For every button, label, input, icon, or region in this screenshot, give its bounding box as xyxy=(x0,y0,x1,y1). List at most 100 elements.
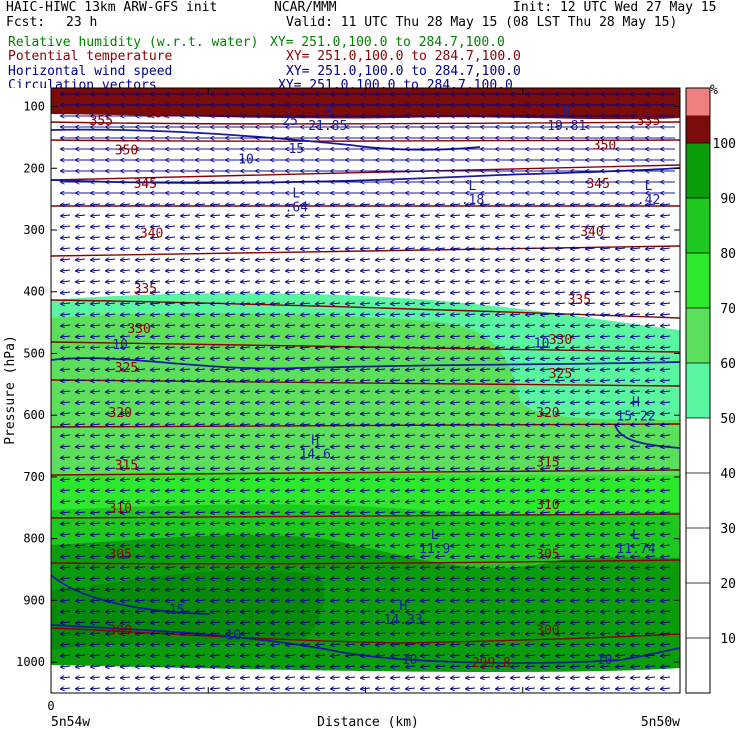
wind-vector xyxy=(76,215,86,216)
wind-vector xyxy=(391,215,401,216)
wind-vector xyxy=(541,259,551,260)
wind-vector xyxy=(661,270,671,271)
wind-vector xyxy=(556,215,566,216)
x-axis-title: Distance (km) xyxy=(317,715,419,730)
wind-vector xyxy=(571,325,581,326)
wind-vector xyxy=(211,204,221,205)
wind-vector xyxy=(301,226,311,227)
theta-line-305 xyxy=(51,559,680,565)
wind-vector xyxy=(331,226,341,227)
wind-vector xyxy=(601,226,611,227)
wind-vector xyxy=(361,204,371,205)
wind-vector xyxy=(91,292,101,293)
wind-vector xyxy=(406,325,416,326)
wind-vector xyxy=(541,270,551,271)
wind-vector xyxy=(181,336,191,337)
wind-vector xyxy=(601,314,611,315)
wind-vector xyxy=(571,237,581,238)
y-tick-label-1000: 1000 xyxy=(16,655,45,669)
wind-vector xyxy=(316,259,326,260)
wind-vector xyxy=(121,292,131,293)
wind-vector xyxy=(271,237,281,238)
wind-vector xyxy=(106,281,116,282)
wind-vector xyxy=(76,303,86,304)
wind-vector xyxy=(481,281,491,282)
wind-vector xyxy=(61,303,71,304)
colorbar-bin xyxy=(686,143,710,198)
wind-vector xyxy=(181,204,191,205)
wind-vector xyxy=(481,303,491,304)
wind-vector xyxy=(496,237,506,238)
wind-vector xyxy=(346,314,356,315)
wind-vector xyxy=(526,237,536,238)
extremum-mark: L xyxy=(645,179,653,194)
wind-vector xyxy=(286,248,296,249)
wind-vector xyxy=(181,248,191,249)
wind-vector xyxy=(106,237,116,238)
wind-vector xyxy=(631,281,641,282)
wind-vector xyxy=(91,248,101,249)
wind-vector xyxy=(391,226,401,227)
wind-vector xyxy=(76,237,86,238)
wind-vector xyxy=(391,204,401,205)
wind-vector xyxy=(376,237,386,238)
extremum-value: 21.85 xyxy=(308,119,347,134)
wind-vector xyxy=(376,215,386,216)
field-rh-name: Relative humidity (w.r.t. water) xyxy=(8,35,259,50)
wind-vector xyxy=(406,270,416,271)
wind-vector xyxy=(91,270,101,271)
wind-vector xyxy=(196,237,206,238)
wind-vector xyxy=(151,248,161,249)
wind-vector xyxy=(136,325,146,326)
wind-vector xyxy=(196,336,206,337)
wind-vector xyxy=(211,325,221,326)
wind-vector xyxy=(661,292,671,293)
wind-vector xyxy=(421,237,431,238)
wind-vector xyxy=(241,259,251,260)
wind-vector xyxy=(661,237,671,238)
extremum-value: 15.22 xyxy=(616,409,655,424)
colorbar-unit: % xyxy=(710,83,718,98)
wind-vector xyxy=(181,314,191,315)
wind-vector xyxy=(121,259,131,260)
wind-vector xyxy=(376,248,386,249)
wind-vector xyxy=(181,215,191,216)
wind-vector xyxy=(346,237,356,238)
wind-vector xyxy=(541,226,551,227)
wind-vector xyxy=(391,248,401,249)
wind-vector xyxy=(406,237,416,238)
wind-vector xyxy=(166,336,176,337)
wind-vector xyxy=(226,314,236,315)
wind-vector xyxy=(361,336,371,337)
wind-vector xyxy=(121,204,131,205)
wind-vector xyxy=(496,259,506,260)
wind-vector xyxy=(226,281,236,282)
wind-vector xyxy=(571,215,581,216)
wind-vector xyxy=(211,336,221,337)
wind-vector xyxy=(661,259,671,260)
wind-vector xyxy=(541,281,551,282)
wind-vector xyxy=(241,303,251,304)
wind-vector xyxy=(196,303,206,304)
x-left-endpoint: 5n54w xyxy=(51,715,90,730)
field-rh-xy: XY= 251.0,100.0 to 284.7,100.0 xyxy=(270,35,505,50)
wind-vector xyxy=(661,226,671,227)
wind-vector xyxy=(226,237,236,238)
wind-vector xyxy=(151,237,161,238)
wind-vector xyxy=(301,270,311,271)
wind-vector xyxy=(496,292,506,293)
wind-vector xyxy=(451,292,461,293)
wind-vector xyxy=(496,281,506,282)
wind-vector xyxy=(106,215,116,216)
wind-contour-10-mid xyxy=(51,357,680,370)
wind-vector xyxy=(571,281,581,282)
theta-label: 335 xyxy=(568,293,591,308)
colorbar-tick-label: 20 xyxy=(720,577,736,592)
wind-vector xyxy=(76,336,86,337)
wind-speed-label: 25 xyxy=(282,114,298,129)
wind-vector xyxy=(511,248,521,249)
wind-vector xyxy=(301,325,311,326)
y-tick-label-600: 600 xyxy=(23,408,45,422)
wind-vector xyxy=(211,314,221,315)
wind-vector xyxy=(61,215,71,216)
